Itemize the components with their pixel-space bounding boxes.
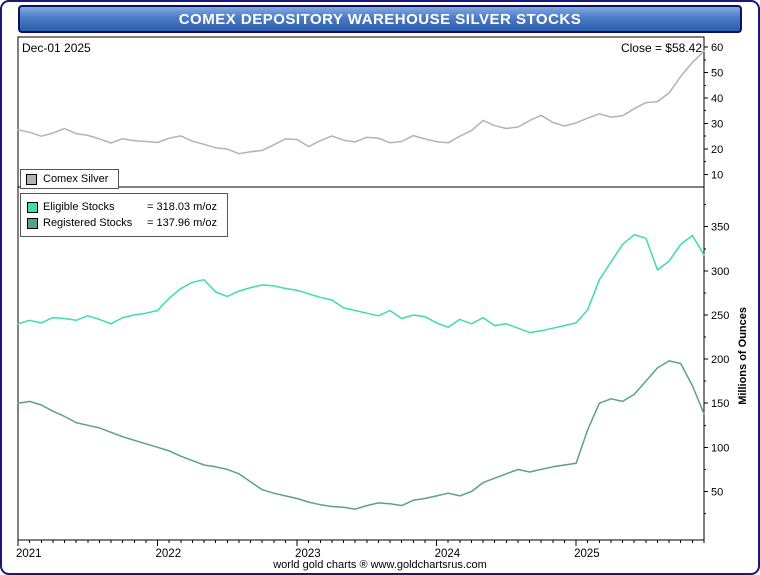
page-title: COMEX DEPOSITORY WAREHOUSE SILVER STOCKS [178, 10, 582, 28]
footer-credit: world gold charts ® www.goldchartsrus.co… [273, 559, 487, 571]
stocks-legend: Eligible Stocks = 318.03 m/oz Registered… [20, 193, 229, 237]
y-tick-label: 40 [711, 93, 723, 105]
eligible-swatch-icon [27, 201, 38, 213]
chart-canvas: 10 20 30 40 50 60 50 100 150 200 250 300 350 2021 2022… [16, 36, 729, 559]
title-bar: COMEX DEPOSITORY WAREHOUSE SILVER STOCKS [18, 5, 742, 33]
eligible-legend-value: = 318.03 m/oz [147, 201, 218, 213]
y-tick-label: 200 [711, 354, 729, 366]
comex-silver-price-line [17, 50, 705, 155]
comex-silver-legend-label: Comex Silver [43, 173, 109, 185]
y-tick-label: 60 [711, 42, 723, 54]
date-label: Dec-01 2025 [22, 41, 91, 55]
legend-row-eligible: Eligible Stocks = 318.03 m/oz [27, 199, 217, 215]
y-tick-label: 300 [711, 266, 729, 278]
silver-swatch-icon [26, 173, 37, 185]
x-tick-label: 2024 [435, 548, 461, 559]
comex-silver-legend: Comex Silver [20, 169, 120, 189]
y-axis-title: Millions of Ounces [737, 307, 749, 405]
eligible-stocks-line [17, 233, 705, 334]
registered-legend-label: Registered Stocks [43, 217, 133, 229]
y-tick-label: 30 [711, 118, 723, 130]
close-label: Close = $58.42 [620, 41, 702, 55]
y-tick-label: 10 [711, 169, 723, 181]
chart-area: 10 20 30 40 50 60 50 100 150 200 250 300 350 2021 2022… [4, 35, 756, 559]
y-tick-label: 20 [711, 144, 723, 156]
plot-frame [17, 36, 705, 541]
y-tick-label: 250 [711, 310, 729, 322]
x-tick-label: 2025 [574, 548, 600, 559]
y-tick-label: 50 [711, 68, 723, 80]
x-tick-label: 2022 [156, 548, 182, 559]
eligible-legend-label: Eligible Stocks [43, 201, 115, 213]
x-tick-label: 2021 [16, 548, 42, 559]
registered-swatch-icon [27, 217, 38, 229]
y-tick-label: 50 [711, 486, 723, 498]
y-tick-label: 350 [711, 222, 729, 234]
registered-legend-value: = 137.96 m/oz [147, 217, 218, 229]
registered-stocks-line [17, 360, 705, 510]
x-tick-label: 2023 [295, 548, 321, 559]
y-tick-label: 150 [711, 398, 729, 410]
legend-row-registered: Registered Stocks = 137.96 m/oz [27, 215, 217, 231]
y-tick-label: 100 [711, 442, 729, 454]
